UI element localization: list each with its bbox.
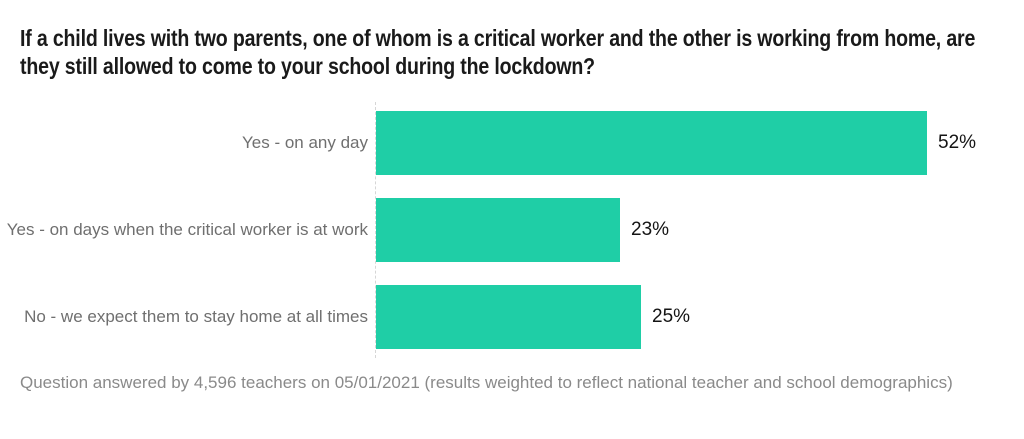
bar (376, 285, 641, 349)
bar-track: 25% (376, 285, 1024, 349)
bar-track: 52% (376, 111, 1024, 175)
category-label: Yes - on any day (241, 132, 368, 152)
chart-title: If a child lives with two parents, one o… (20, 25, 976, 79)
chart-row: Yes - on any day 52% (0, 111, 1024, 175)
bar (376, 111, 927, 175)
bar (376, 198, 620, 262)
value-label: 25% (652, 306, 691, 327)
chart-row: No - we expect them to stay home at all … (0, 285, 1024, 349)
category-label: Yes - on days when the critical worker i… (6, 219, 368, 239)
bar-chart: Yes - on any day 52% Yes - on days when … (0, 102, 1024, 358)
value-label: 23% (631, 219, 670, 240)
category-label: No - we expect them to stay home at all … (24, 306, 368, 326)
axis-baseline (375, 102, 376, 358)
footnote: Question answered by 4,596 teachers on 0… (20, 373, 953, 392)
value-label: 52% (938, 132, 977, 153)
chart-row: Yes - on days when the critical worker i… (0, 198, 1024, 262)
bar-track: 23% (376, 198, 1024, 262)
